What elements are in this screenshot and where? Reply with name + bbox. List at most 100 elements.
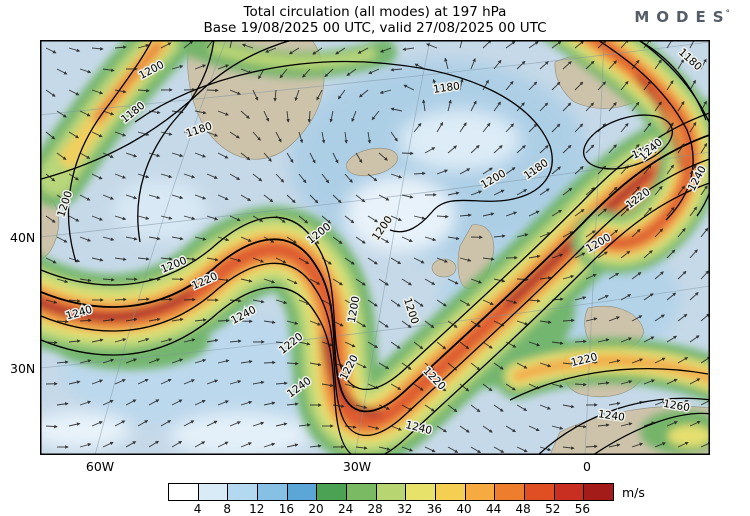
- wind-vector: [643, 80, 652, 91]
- wind-vector: [631, 272, 642, 280]
- wind-vector: [505, 80, 514, 91]
- wind-vector: [482, 383, 493, 392]
- wind-vector: [689, 206, 698, 217]
- wind-vector: [390, 173, 403, 179]
- wind-vector: [171, 152, 184, 158]
- wind-vector: [321, 173, 330, 184]
- wind-vector: [516, 446, 528, 453]
- wind-vector: [562, 274, 575, 280]
- wind-vector: [102, 358, 115, 364]
- wind-vector: [666, 335, 678, 343]
- wind-vector: [574, 252, 586, 259]
- wind-vector: [574, 81, 584, 91]
- wind-vector: [367, 215, 379, 223]
- wind-vector: [689, 249, 698, 259]
- contour-line: [537, 397, 713, 456]
- wind-vector: [160, 173, 173, 179]
- calm-area: [170, 413, 310, 457]
- colorbar-segment: [376, 484, 407, 500]
- wind-vector: [574, 123, 584, 133]
- wind-vector: [551, 81, 561, 91]
- wind-vector: [493, 234, 506, 238]
- wind-vector: [125, 358, 138, 364]
- wind-vector: [654, 314, 665, 322]
- wind-vector: [424, 446, 436, 453]
- wind-vector: [45, 47, 57, 54]
- wind-vector: [298, 341, 311, 346]
- modes-logo-text: MODES: [634, 8, 731, 26]
- wind-vector: [68, 173, 79, 181]
- wind-vector: [344, 341, 356, 348]
- title-block: Total circulation (all modes) at 197 hPa…: [40, 4, 710, 36]
- wind-vector: [355, 404, 368, 409]
- wind-vector: [551, 123, 561, 133]
- wind-vector: [79, 278, 92, 283]
- calm-area: [400, 110, 520, 170]
- colorbar-segment: [317, 484, 348, 500]
- wind-vector: [344, 257, 355, 265]
- wind-vector: [206, 420, 218, 427]
- wind-vector: [286, 443, 299, 448]
- wind-vector: [68, 380, 81, 385]
- wind-vector: [279, 68, 288, 79]
- calm-area: [115, 180, 205, 240]
- wind-vector: [654, 143, 663, 154]
- wind-vector: [401, 194, 414, 199]
- wind-vector: [505, 299, 518, 304]
- wind-vector: [217, 194, 229, 200]
- wind-vector: [194, 399, 206, 406]
- wind-vector: [160, 42, 172, 49]
- wind-vector: [424, 320, 435, 329]
- wind-vector: [551, 253, 564, 259]
- wind-vector: [516, 60, 526, 70]
- wind-vector: [183, 420, 195, 427]
- wind-vector: [608, 60, 617, 70]
- wind-vector: [217, 236, 230, 242]
- wind-vector: [137, 257, 150, 261]
- modes-logo-mark: °: [725, 9, 731, 19]
- wind-vector: [689, 79, 696, 91]
- wind-vector: [137, 215, 150, 220]
- wind-vector: [597, 165, 607, 175]
- wind-vector: [700, 270, 710, 280]
- wind-vector: [160, 297, 173, 302]
- wind-vector: [436, 121, 444, 133]
- wind-vector: [551, 341, 564, 345]
- wind-vector: [56, 278, 69, 284]
- wind-vector: [378, 362, 390, 370]
- wind-vector: [240, 194, 252, 202]
- wind-vector: [137, 131, 150, 136]
- wind-vectors: [45, 36, 712, 454]
- wind-vector: [79, 400, 92, 406]
- wind-vector: [194, 152, 207, 158]
- wind-vector: [56, 319, 69, 324]
- wind-vector: [422, 99, 426, 112]
- wind-vector: [355, 446, 368, 450]
- wind-vector: [68, 215, 80, 222]
- wind-vector: [700, 227, 709, 238]
- wind-vector: [68, 299, 81, 303]
- contour-line: [592, 412, 713, 456]
- wind-vector: [275, 381, 288, 386]
- wind-vector: [516, 233, 529, 238]
- wind-vector: [294, 89, 300, 102]
- wind-vector: [574, 209, 585, 217]
- wind-vector: [252, 131, 261, 141]
- wind-vector: [551, 383, 564, 388]
- wind-vector: [183, 297, 196, 302]
- wind-vector: [551, 166, 562, 175]
- wind-vector: [677, 58, 685, 70]
- wind-vector: [528, 41, 539, 49]
- contour-line: [29, 29, 351, 183]
- wind-vector: [631, 442, 644, 448]
- wind-vector: [620, 337, 632, 343]
- wind-vector: [79, 152, 91, 159]
- wind-vector: [539, 61, 549, 70]
- colorbar-tick-label: 24: [337, 502, 354, 516]
- wind-vector: [171, 236, 184, 241]
- wind-vector: [229, 173, 241, 181]
- colorbar-segment: [287, 484, 318, 500]
- wind-vector: [574, 296, 587, 301]
- wind-vector: [286, 110, 290, 123]
- wind-vector: [677, 399, 689, 406]
